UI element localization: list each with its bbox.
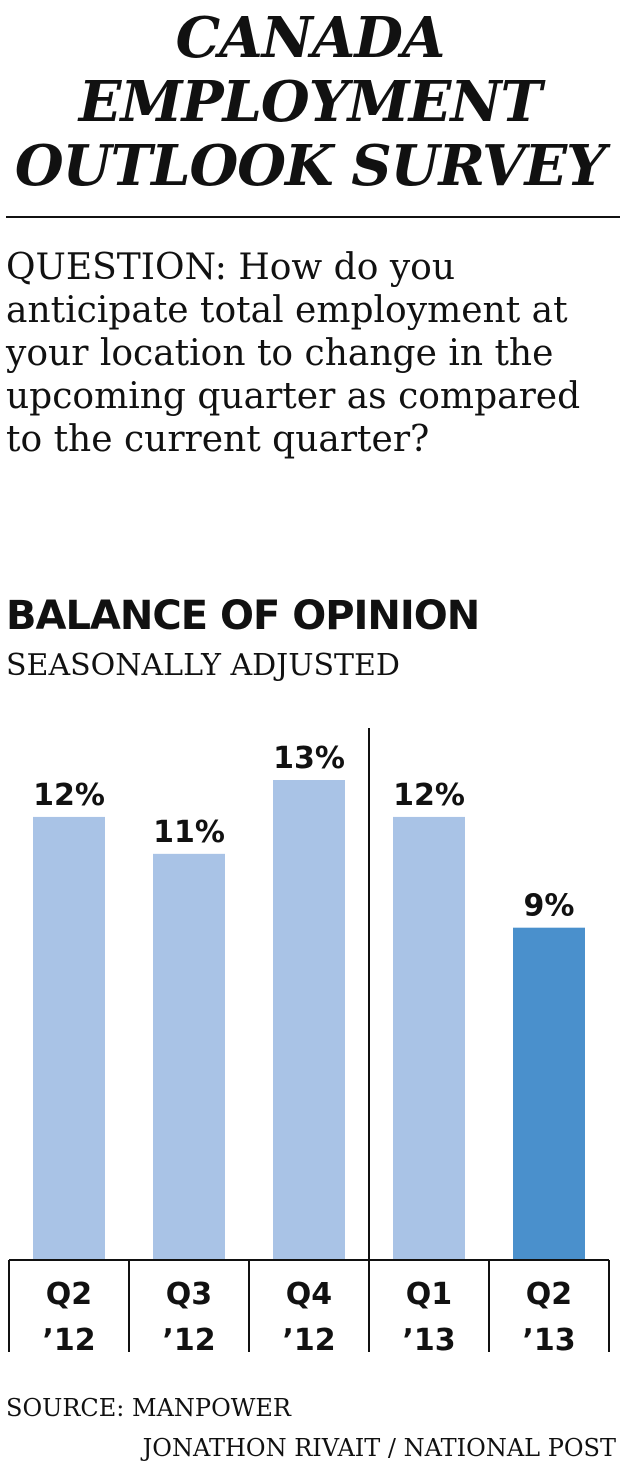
bar-value-label-4: 12% [393,778,465,813]
bar-1 [33,816,105,1260]
x-tick-label-2-line-1: Q3 [166,1277,212,1312]
bar-value-label-5: 9% [524,889,575,924]
x-tick-label-5-line-1: Q2 [526,1277,572,1312]
bar-2 [153,853,225,1260]
survey-question: QUESTION: How do you anticipate total em… [6,247,581,460]
x-tick-label-3-line-1: Q4 [286,1277,332,1312]
graphic-credit: JONATHON RIVAIT / NATIONAL POST [142,1434,616,1462]
x-tick-label-2-line-2: ’12 [162,1323,215,1358]
title-line-1: CANADA [175,5,446,71]
x-tick-label-5-line-2: ’13 [522,1323,575,1358]
bar-3 [273,780,345,1260]
chart-heading: BALANCE OF OPINION [6,593,480,639]
title-line-3: OUTLOOK SURVEY [14,133,606,199]
x-tick-label-1-line-1: Q2 [46,1277,92,1312]
x-tick-label-3-line-2: ’12 [282,1323,335,1358]
chart-subheading: SEASONALLY ADJUSTED [6,648,400,683]
bar-value-label-1: 12% [33,778,105,813]
chart-title: CANADA EMPLOYMENT OUTLOOK SURVEY [0,6,620,198]
bar-chart: 12% 11% 13% 12% 9% Q2 ’12 Q3 ’12 Q4 ’12 Q1 ’13 Q2 ’13 [8,728,610,1358]
bar-5 [513,927,585,1260]
x-tick-label-4-line-1: Q1 [406,1277,452,1312]
x-tick-label-4-line-2: ’13 [402,1323,455,1358]
title-divider [6,216,620,218]
bar-value-label-2: 11% [153,815,225,850]
bar-4 [393,816,465,1260]
source-note: SOURCE: MANPOWER [6,1394,291,1422]
bar-value-label-3: 13% [273,741,345,776]
x-tick-label-1-line-2: ’12 [42,1323,95,1358]
title-line-2: EMPLOYMENT [78,69,542,135]
